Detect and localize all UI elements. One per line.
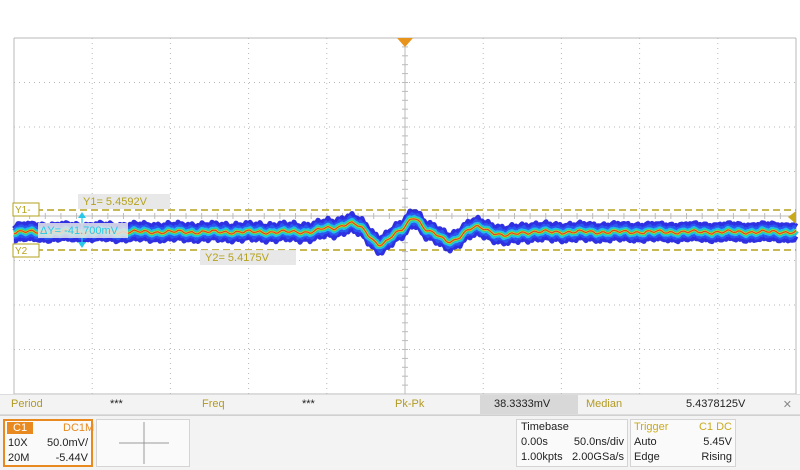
pkpk-label[interactable]: Pk-Pk [395, 398, 425, 410]
median-value: 5.4378125V [686, 398, 746, 410]
status-bar: C1 DC1M 10X 50.0mV/ 20M -5.44V Timebase … [0, 415, 800, 470]
channel-coupling: DC1M [63, 422, 95, 434]
measurement-bar: Period *** Freq *** Pk-Pk 38.3333mV Medi… [0, 394, 800, 415]
crosshair-icon [119, 422, 169, 464]
pkpk-value: 38.3333mV [480, 395, 578, 414]
trigger-source: C1 DC [698, 421, 732, 433]
close-icon[interactable]: ✕ [782, 399, 792, 411]
trigger-title: Trigger [634, 421, 669, 433]
trigger-slope: Rising [701, 451, 732, 463]
y2-cursor-tag-box[interactable] [12, 243, 40, 258]
trigger-position-marker[interactable] [397, 38, 413, 47]
timebase-scale: 50.0ns/div [573, 436, 624, 448]
timebase-panel[interactable]: Timebase 0.00s 50.0ns/div 1.00kpts 2.00G… [516, 419, 628, 467]
cursor-lines [14, 209, 796, 251]
trigger-mode: Auto [634, 436, 657, 448]
channel-name: C1 [7, 422, 34, 434]
y2-value-label: Y2= 5.4175V [205, 252, 270, 264]
timebase-title: Timebase [521, 421, 569, 433]
trigger-level-marker[interactable] [788, 211, 796, 224]
median-label[interactable]: Median [586, 398, 623, 410]
y1-cursor-tag-box[interactable] [12, 202, 40, 217]
period-label[interactable]: Period [11, 398, 43, 410]
delta-y-label: ΔY= -41.700mV [40, 225, 119, 237]
persistence-trace [12, 208, 799, 256]
memory-depth: 1.00kpts [521, 451, 563, 463]
sample-rate: 2.00GSa/s [572, 451, 624, 463]
y1-cursor-tag[interactable]: Y1- [15, 205, 31, 216]
y1-value-label: Y1= 5.4592V [83, 196, 148, 208]
timebase-delay: 0.00s [521, 436, 548, 448]
trigger-panel[interactable]: Trigger C1 DC Auto 5.45V Edge Rising [630, 419, 736, 467]
trigger-level: 5.45V [703, 436, 732, 448]
add-channel-panel[interactable] [96, 419, 190, 467]
y2-cursor-tag[interactable]: Y2 [15, 246, 28, 257]
freq-label[interactable]: Freq [202, 398, 225, 410]
channel-1-panel[interactable]: C1 DC1M 10X 50.0mV/ 20M -5.44V [3, 419, 95, 467]
period-value: *** [110, 398, 123, 410]
vertical-scale: 50.0mV/ [47, 437, 88, 449]
freq-value: *** [302, 398, 315, 410]
vertical-offset: -5.44V [55, 452, 88, 464]
probe-ratio: 10X [8, 437, 28, 449]
trigger-type: Edge [634, 451, 660, 463]
bandwidth-limit: 20M [8, 452, 30, 464]
